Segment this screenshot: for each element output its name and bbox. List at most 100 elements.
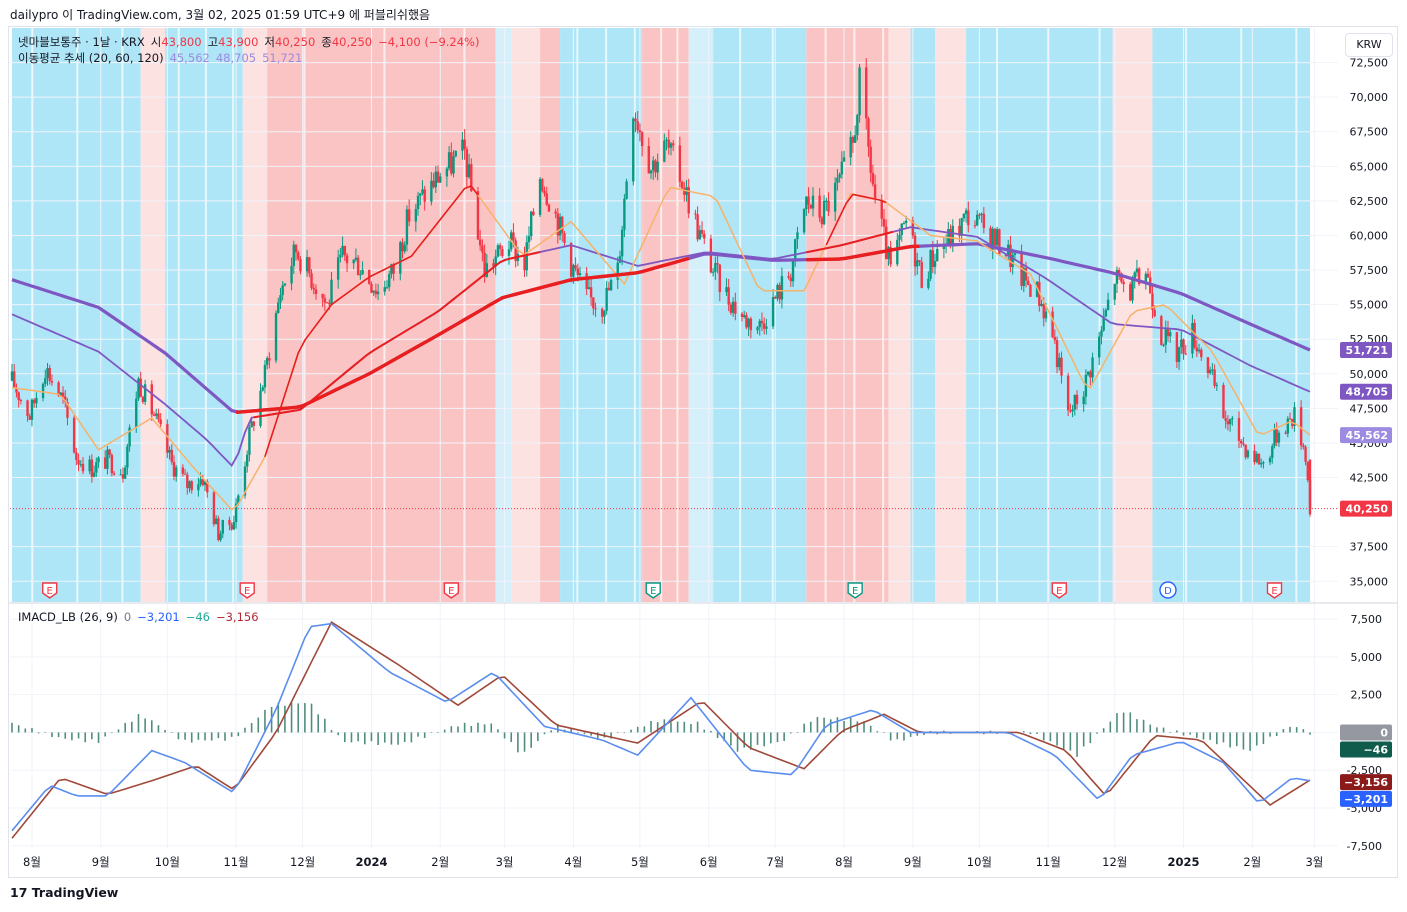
candle-body bbox=[962, 213, 966, 219]
candle-body bbox=[1137, 268, 1141, 284]
macd-histogram-bar bbox=[696, 721, 699, 733]
trend-band-gap bbox=[633, 28, 636, 602]
candle-body bbox=[259, 390, 262, 426]
ma-legend: 이동평균 추세 (20, 60, 120) 45,562 48,705 51,721 bbox=[18, 50, 302, 66]
trend-band-blue bbox=[966, 28, 1113, 602]
macd-histogram-bar bbox=[636, 726, 639, 733]
candle-body bbox=[960, 218, 963, 236]
tradingview-logo[interactable]: 𝟭𝟳 TradingView bbox=[10, 885, 118, 900]
trend-band-gap bbox=[576, 28, 579, 602]
candle-body bbox=[989, 227, 992, 250]
time-tick-label: 4월 bbox=[564, 855, 582, 869]
candle-body bbox=[283, 283, 287, 286]
trend-band-red bbox=[642, 28, 689, 602]
candle-body bbox=[1011, 255, 1014, 268]
currency-button[interactable]: KRW bbox=[1345, 33, 1393, 57]
trend-bands bbox=[12, 28, 1310, 602]
macd-histogram-bar bbox=[204, 732, 206, 741]
candle-body bbox=[942, 245, 946, 249]
candle-body bbox=[1208, 369, 1212, 374]
candle-body bbox=[203, 481, 207, 486]
candle-body bbox=[32, 399, 36, 404]
candle-body bbox=[632, 118, 635, 182]
brand-name: TradingView bbox=[31, 885, 119, 900]
candle-body bbox=[232, 522, 236, 530]
candle-body bbox=[1073, 394, 1077, 410]
candle-body bbox=[19, 399, 23, 401]
candle-body bbox=[1228, 418, 1232, 425]
ma120-price-tag-text: 51,721 bbox=[1346, 344, 1388, 357]
candle-body bbox=[72, 417, 76, 453]
symbol-legend: 넷마블보통주 · 1날 · KRX 시43,800 고43,900 저40,250 종4… bbox=[18, 34, 479, 51]
trend-band-blue bbox=[165, 28, 243, 602]
candle-body bbox=[1082, 396, 1085, 405]
candle-body bbox=[135, 398, 138, 428]
macd-histogram-bar bbox=[357, 732, 359, 742]
event-marker-label: E bbox=[448, 586, 454, 597]
macd-histogram-bar bbox=[790, 732, 792, 734]
last-price-tag-text: 40,250 bbox=[1346, 503, 1389, 516]
macd-histogram-bar bbox=[1282, 729, 1285, 733]
macd-pane bbox=[11, 620, 1311, 839]
candle-body bbox=[780, 276, 784, 300]
close-value: 40,250 bbox=[331, 35, 373, 49]
candle-body bbox=[150, 384, 153, 415]
macd-indicator-name[interactable]: IMACD_LB (26, 9) bbox=[18, 610, 118, 624]
candle-body bbox=[887, 247, 890, 259]
ma-indicator-name[interactable]: 이동평균 추세 (20, 60, 120) bbox=[18, 51, 164, 65]
candle-body bbox=[734, 301, 737, 314]
macd-histogram-bar bbox=[1036, 732, 1038, 734]
candle-body bbox=[1055, 340, 1059, 368]
candle-body bbox=[174, 467, 178, 477]
candle-body bbox=[245, 454, 249, 467]
candle-body bbox=[1104, 309, 1108, 317]
candle-body bbox=[869, 146, 872, 174]
macd-histogram-bar bbox=[457, 726, 459, 733]
macd-histogram-bar bbox=[184, 732, 186, 740]
ma20-value: 45,562 bbox=[169, 51, 210, 65]
candle-body bbox=[1273, 429, 1276, 447]
candle-body bbox=[452, 156, 455, 174]
low-value: 40,250 bbox=[275, 35, 316, 49]
candle-body bbox=[354, 257, 358, 260]
symbol-name[interactable]: 넷마블보통주 · 1날 · KRX bbox=[18, 35, 145, 49]
candle-body bbox=[432, 180, 435, 188]
candle-body bbox=[1259, 462, 1263, 465]
time-tick-label: 2월 bbox=[431, 855, 449, 869]
candle-body bbox=[325, 302, 329, 304]
tv-logo-icon: 𝟭𝟳 bbox=[10, 885, 32, 900]
candle-body bbox=[585, 273, 588, 289]
macd-line-tag bbox=[1340, 790, 1392, 807]
macd-tick-label: 7,500 bbox=[1351, 613, 1383, 626]
macd-histogram-bar bbox=[390, 732, 393, 745]
macd-histogram-bar bbox=[1202, 732, 1205, 740]
candle-body bbox=[248, 427, 251, 455]
time-tick-label: 3월 bbox=[1305, 855, 1323, 869]
candle-body bbox=[416, 195, 420, 210]
macd-histogram-bar bbox=[1156, 727, 1158, 733]
price-tick-label: 35,000 bbox=[1350, 575, 1389, 588]
macd-histogram-bar bbox=[1275, 732, 1278, 737]
candle-body bbox=[279, 295, 282, 303]
macd-histogram-bar bbox=[796, 732, 799, 733]
candle-body bbox=[1051, 311, 1054, 337]
candle-body bbox=[507, 249, 511, 256]
candle-body bbox=[638, 130, 642, 133]
candle-body bbox=[760, 320, 764, 324]
macd-histogram-bar bbox=[783, 732, 785, 741]
macd-histogram-bar bbox=[344, 732, 346, 743]
macd-histogram-bar bbox=[1102, 728, 1105, 733]
macd-hist-value: −46 bbox=[185, 610, 210, 624]
candle-body bbox=[778, 285, 781, 300]
candle-body bbox=[731, 301, 735, 313]
candle-body bbox=[339, 254, 342, 258]
candle-body bbox=[991, 228, 994, 250]
price-tick-label: 42,500 bbox=[1350, 472, 1389, 485]
macd-histogram-bar bbox=[44, 731, 47, 733]
candle-body bbox=[703, 233, 706, 239]
candle-body bbox=[41, 383, 45, 399]
ma60-value: 48,705 bbox=[215, 51, 257, 65]
time-tick-label: 7월 bbox=[766, 855, 784, 869]
candle-body bbox=[1113, 283, 1116, 300]
